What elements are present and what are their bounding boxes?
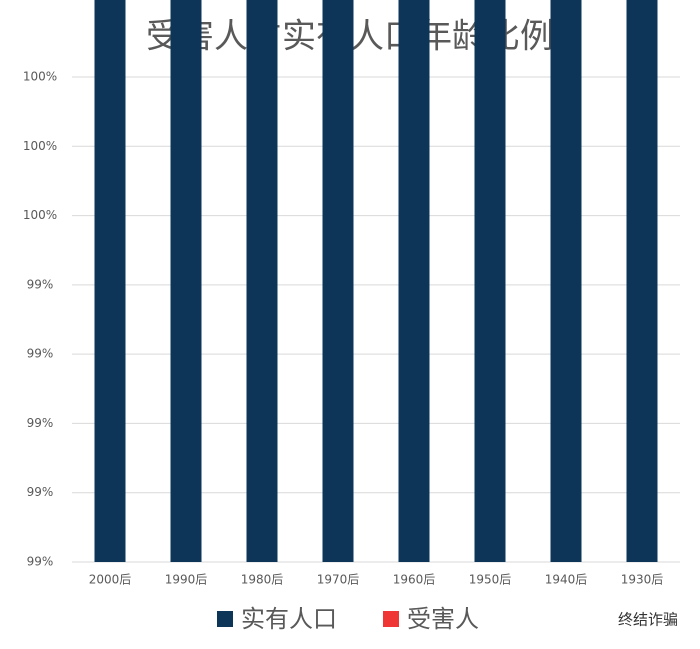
legend-swatch	[217, 611, 233, 627]
x-tick-label: 1970后	[317, 573, 360, 587]
y-tick-label: 99%	[27, 416, 54, 430]
bar-segment	[626, 0, 658, 562]
x-tick-label: 1980后	[241, 573, 284, 587]
y-tick-label: 99%	[27, 347, 54, 361]
bar-segment	[94, 0, 126, 562]
bar-segment	[246, 0, 278, 562]
bar-segment	[550, 0, 582, 562]
watermark: 终结诈骗	[618, 611, 678, 629]
y-tick-label: 100%	[23, 208, 57, 222]
bar-segment	[170, 0, 202, 562]
legend-swatch	[383, 611, 399, 627]
bar-segment	[322, 0, 354, 562]
x-tick-label: 1960后	[393, 573, 436, 587]
y-tick-label: 99%	[27, 485, 54, 499]
legend-label: 受害人	[407, 605, 479, 633]
bar-segment	[398, 0, 430, 562]
y-tick-label: 100%	[23, 139, 57, 153]
y-tick-label: 99%	[27, 277, 54, 291]
y-tick-label: 99%	[27, 555, 54, 569]
x-tick-label: 1950后	[469, 573, 512, 587]
x-tick-label: 2000后	[89, 573, 132, 587]
bar-segment	[474, 0, 506, 562]
y-tick-label: 100%	[23, 70, 57, 84]
x-tick-label: 1940后	[545, 573, 588, 587]
x-tick-label: 1930后	[621, 573, 664, 587]
x-tick-label: 1990后	[165, 573, 208, 587]
legend-label: 实有人口	[241, 605, 337, 633]
